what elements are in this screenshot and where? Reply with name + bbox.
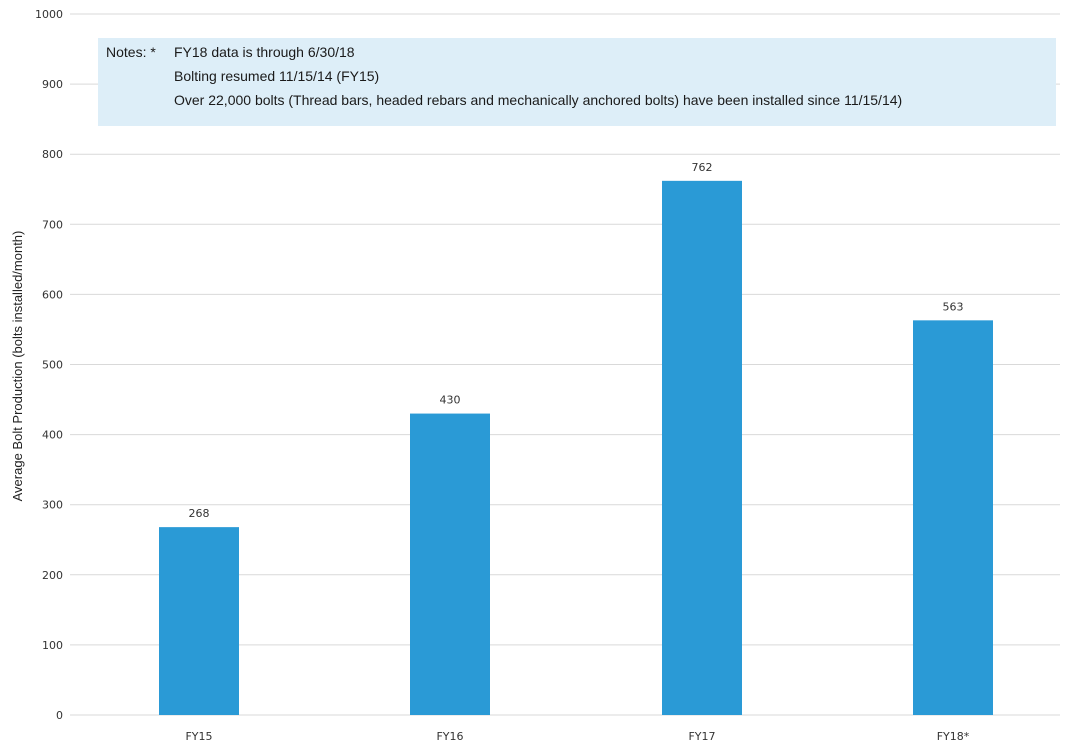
bar-fy15	[159, 527, 239, 715]
notes-line-2: Bolting resumed 11/15/14 (FY15)	[174, 68, 380, 84]
x-axis-ticks: FY15 FY16 FY17 FY18*	[185, 730, 969, 743]
bar-fy18	[913, 320, 993, 715]
y-tick-label: 500	[42, 359, 63, 372]
notes-line-1: FY18 data is through 6/30/18	[174, 44, 355, 60]
y-tick-label: 700	[42, 218, 63, 231]
y-axis-ticks: 0 100 200 300 400 500 600 700 800 900 1000	[35, 8, 63, 722]
y-tick-label: 100	[42, 639, 63, 652]
x-tick-label: FY15	[185, 730, 212, 743]
y-tick-label: 600	[42, 288, 63, 301]
x-tick-label: FY18*	[937, 730, 970, 743]
data-labels: 268 430 762 563	[189, 161, 964, 520]
bar-fy16	[410, 413, 490, 715]
data-label: 268	[189, 507, 210, 520]
x-tick-label: FY16	[436, 730, 463, 743]
notes-prefix: Notes: *	[106, 44, 156, 60]
y-tick-label: 1000	[35, 8, 63, 21]
notes-box	[98, 38, 1056, 126]
notes-line-3: Over 22,000 bolts (Thread bars, headed r…	[174, 92, 903, 108]
y-tick-label: 900	[42, 78, 63, 91]
y-tick-label: 300	[42, 499, 63, 512]
y-tick-label: 0	[56, 709, 63, 722]
data-label: 762	[692, 161, 713, 174]
data-label: 430	[440, 394, 461, 407]
bars	[159, 180, 993, 715]
data-label: 563	[943, 300, 964, 313]
x-tick-label: FY17	[688, 730, 715, 743]
y-axis-label: Average Bolt Production (bolts installed…	[10, 231, 25, 502]
y-tick-label: 200	[42, 569, 63, 582]
y-tick-label: 800	[42, 148, 63, 161]
bar-fy17	[662, 180, 742, 715]
y-tick-label: 400	[42, 429, 63, 442]
